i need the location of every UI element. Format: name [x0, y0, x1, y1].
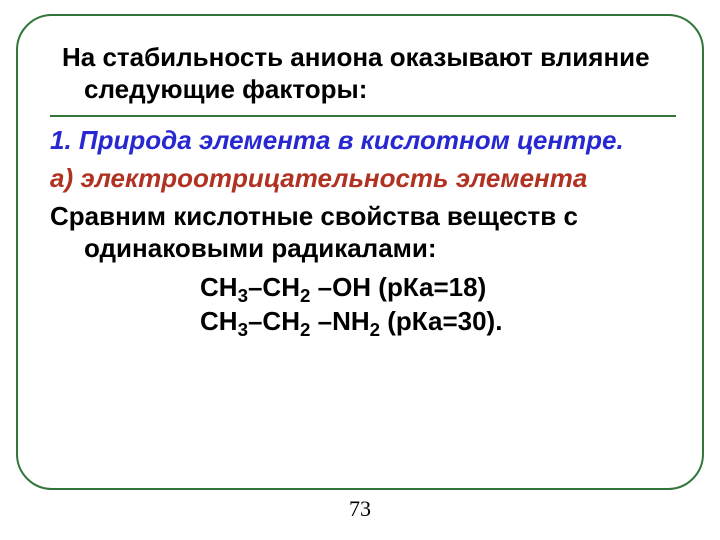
- f2-sub3: 2: [370, 319, 380, 340]
- f2-part4: (рКа=30).: [380, 306, 502, 336]
- slide: На стабильность аниона оказывают влияние…: [0, 0, 720, 540]
- f2-sub2: 2: [300, 319, 310, 340]
- factor-1: 1. Природа элемента в кислотном центре.: [50, 125, 676, 157]
- formula-1: СН3–СН2 –ОН (рКа=18): [50, 272, 676, 304]
- intro-paragraph: На стабильность аниона оказывают влияние…: [50, 42, 676, 105]
- divider: [50, 115, 676, 117]
- f1-sub2: 2: [300, 286, 310, 307]
- f2-part1: СН: [200, 306, 238, 336]
- f1-part2: –СН: [248, 272, 300, 302]
- compare-paragraph: Сравним кислотные свойства веществ с оди…: [50, 201, 676, 264]
- page-number: 73: [0, 496, 720, 522]
- f1-part3: –ОН (рКа=18): [310, 272, 486, 302]
- f2-sub1: 3: [238, 319, 248, 340]
- intro-text: На стабильность аниона оказывают влияние…: [62, 42, 650, 104]
- content-frame: На стабильность аниона оказывают влияние…: [16, 14, 704, 490]
- f1-sub1: 3: [238, 286, 248, 307]
- f2-part3: –NH: [310, 306, 369, 336]
- formula-2: СН3–СН2 –NH2 (рКа=30).: [50, 306, 676, 338]
- f2-part2: –СН: [248, 306, 300, 336]
- content-block: На стабильность аниона оказывают влияние…: [50, 42, 676, 338]
- f1-part1: СН: [200, 272, 238, 302]
- subfactor-a: а) электроотрицательность элемента: [50, 163, 676, 195]
